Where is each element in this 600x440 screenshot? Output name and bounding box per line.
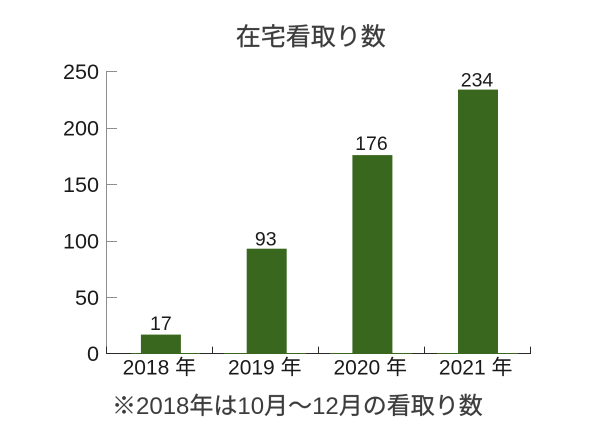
svg-text:1: 1 — [312, 393, 325, 420]
svg-text:2018: 2018 — [123, 356, 170, 379]
svg-text:2: 2 — [136, 393, 149, 420]
svg-text:93: 93 — [255, 229, 277, 251]
svg-text:200: 200 — [63, 116, 99, 141]
svg-text:2: 2 — [325, 393, 338, 420]
svg-text:8: 8 — [176, 393, 189, 420]
svg-text:2021: 2021 — [439, 356, 486, 379]
svg-text:0: 0 — [251, 393, 264, 420]
svg-text:1: 1 — [237, 393, 250, 420]
svg-text:150: 150 — [63, 172, 99, 197]
svg-text:100: 100 — [63, 228, 99, 253]
svg-text:0: 0 — [87, 341, 99, 366]
svg-text:0: 0 — [149, 393, 162, 420]
svg-text:2019: 2019 — [228, 356, 275, 379]
svg-text:250: 250 — [63, 59, 99, 84]
svg-text:17: 17 — [150, 313, 172, 335]
svg-text:50: 50 — [75, 285, 99, 310]
svg-text:2020: 2020 — [333, 356, 380, 379]
svg-text:234: 234 — [461, 70, 494, 92]
svg-text:176: 176 — [355, 133, 388, 155]
svg-text:1: 1 — [163, 393, 176, 420]
